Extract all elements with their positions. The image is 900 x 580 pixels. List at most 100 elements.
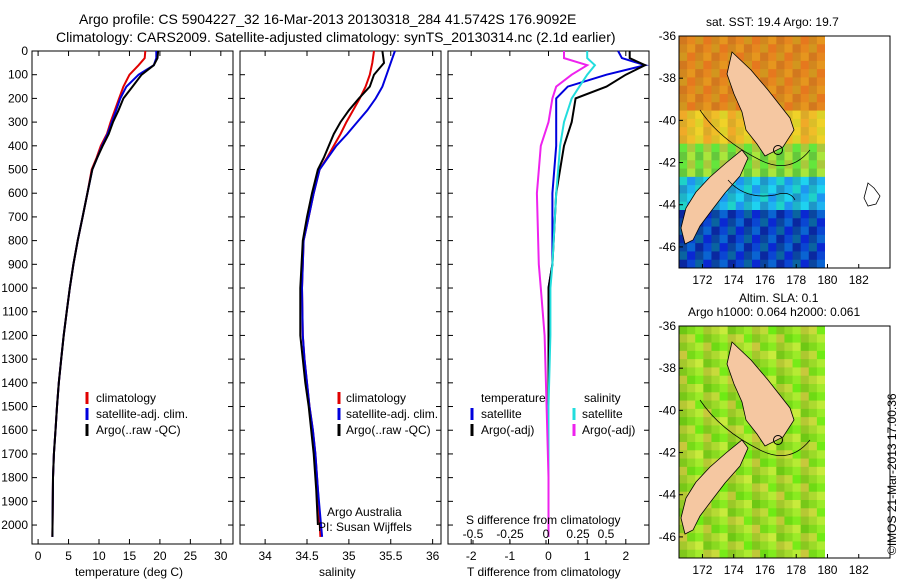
field-cell <box>808 94 818 103</box>
field-cell <box>808 541 818 551</box>
field-cell <box>768 69 777 78</box>
field-cell <box>760 234 769 244</box>
field-cell <box>792 417 802 426</box>
field-cell <box>679 384 688 393</box>
argo-position-marker <box>773 145 783 155</box>
field-cell <box>816 226 825 236</box>
field-cell <box>792 69 802 78</box>
field-cell <box>679 201 688 211</box>
field-cell <box>808 135 818 145</box>
sst-map-frame <box>678 35 891 269</box>
field-cell <box>760 160 769 170</box>
series-line <box>535 51 590 537</box>
field-cell <box>768 193 777 203</box>
field-cell <box>768 176 777 186</box>
field-cell <box>808 392 818 402</box>
field-cell <box>792 160 802 170</box>
map-x-tick-label: 174 <box>724 563 744 577</box>
field-cell <box>800 127 810 136</box>
field-cell <box>808 218 818 228</box>
field-cell <box>703 60 712 70</box>
field-cell <box>760 69 769 78</box>
salinity-legend: climatology satellite-adj. clim. Argo(..… <box>337 391 438 437</box>
field-cell <box>711 508 721 518</box>
field-cell <box>687 152 696 161</box>
header-line-2: Climatology: CARS2009. Satellite-adjuste… <box>56 29 616 45</box>
x-tick-label: 15 <box>123 549 137 563</box>
field-cell <box>792 491 802 501</box>
field-cell <box>768 367 777 377</box>
field-cell <box>695 69 704 78</box>
x-tick-label: 10 <box>92 549 106 563</box>
field-cell <box>679 143 688 153</box>
field-cell <box>800 375 810 385</box>
field-cell <box>711 69 721 78</box>
field-cell <box>719 500 729 509</box>
field-cell <box>719 243 729 252</box>
field-cell <box>792 541 802 551</box>
field-cell <box>727 549 737 558</box>
field-cell <box>808 243 818 252</box>
field-cell <box>743 135 753 145</box>
field-cell <box>727 44 737 54</box>
field-cell <box>784 342 794 352</box>
south-island <box>680 439 749 535</box>
field-cell <box>768 442 777 451</box>
field-cell <box>703 36 712 45</box>
field-cell <box>808 326 818 335</box>
field-cell <box>727 201 737 211</box>
field-cell <box>808 259 818 268</box>
field-cell <box>735 408 745 418</box>
field-cell <box>752 152 761 161</box>
field-cell <box>719 384 729 393</box>
field-cell <box>816 384 825 393</box>
field-cell <box>743 226 753 236</box>
field-cell <box>784 234 794 244</box>
field-cell <box>711 127 721 136</box>
field-cell <box>679 433 688 443</box>
field-cell <box>743 210 753 219</box>
field-cell <box>743 508 753 518</box>
field-cell <box>719 524 729 534</box>
field-cell <box>816 102 825 112</box>
x-tick-label: 25 <box>184 549 198 563</box>
field-cell <box>679 442 688 451</box>
field-cell <box>784 433 794 443</box>
salinity-xlabel: salinity <box>319 565 356 579</box>
field-cell <box>784 533 794 542</box>
field-cell <box>792 168 802 178</box>
field-cell <box>784 60 794 70</box>
field-cell <box>687 384 696 393</box>
field-cell <box>784 384 794 393</box>
field-cell <box>752 243 761 252</box>
field-cell <box>743 549 753 558</box>
field-cell <box>768 60 777 70</box>
field-cell <box>784 243 794 252</box>
field-cell <box>703 541 712 551</box>
x-tick-label: -2 <box>466 549 477 563</box>
field-cell <box>735 259 745 268</box>
field-cell <box>768 185 777 194</box>
field-cell <box>808 185 818 194</box>
field-cell <box>800 425 810 435</box>
field-cell <box>711 226 721 236</box>
field-cell <box>808 193 818 203</box>
y-tick-label: 200 <box>8 91 28 105</box>
field-cell <box>752 450 761 460</box>
field-cell <box>792 102 802 112</box>
map-y-tick-label: -44 <box>659 488 677 502</box>
difference-legend-temperature: temperature satellite Argo(-adj) <box>470 391 546 437</box>
field-cell <box>808 384 818 393</box>
field-cell <box>687 110 696 120</box>
field-cell <box>679 102 688 112</box>
field-cell <box>703 44 712 54</box>
field-cell <box>679 152 688 161</box>
field-cell <box>760 251 769 261</box>
field-cell <box>687 259 696 268</box>
field-cell <box>776 218 785 228</box>
field-cell <box>703 135 712 145</box>
field-cell <box>695 342 704 352</box>
field-cell <box>695 425 704 435</box>
field-cell <box>743 524 753 534</box>
field-cell <box>816 433 825 443</box>
